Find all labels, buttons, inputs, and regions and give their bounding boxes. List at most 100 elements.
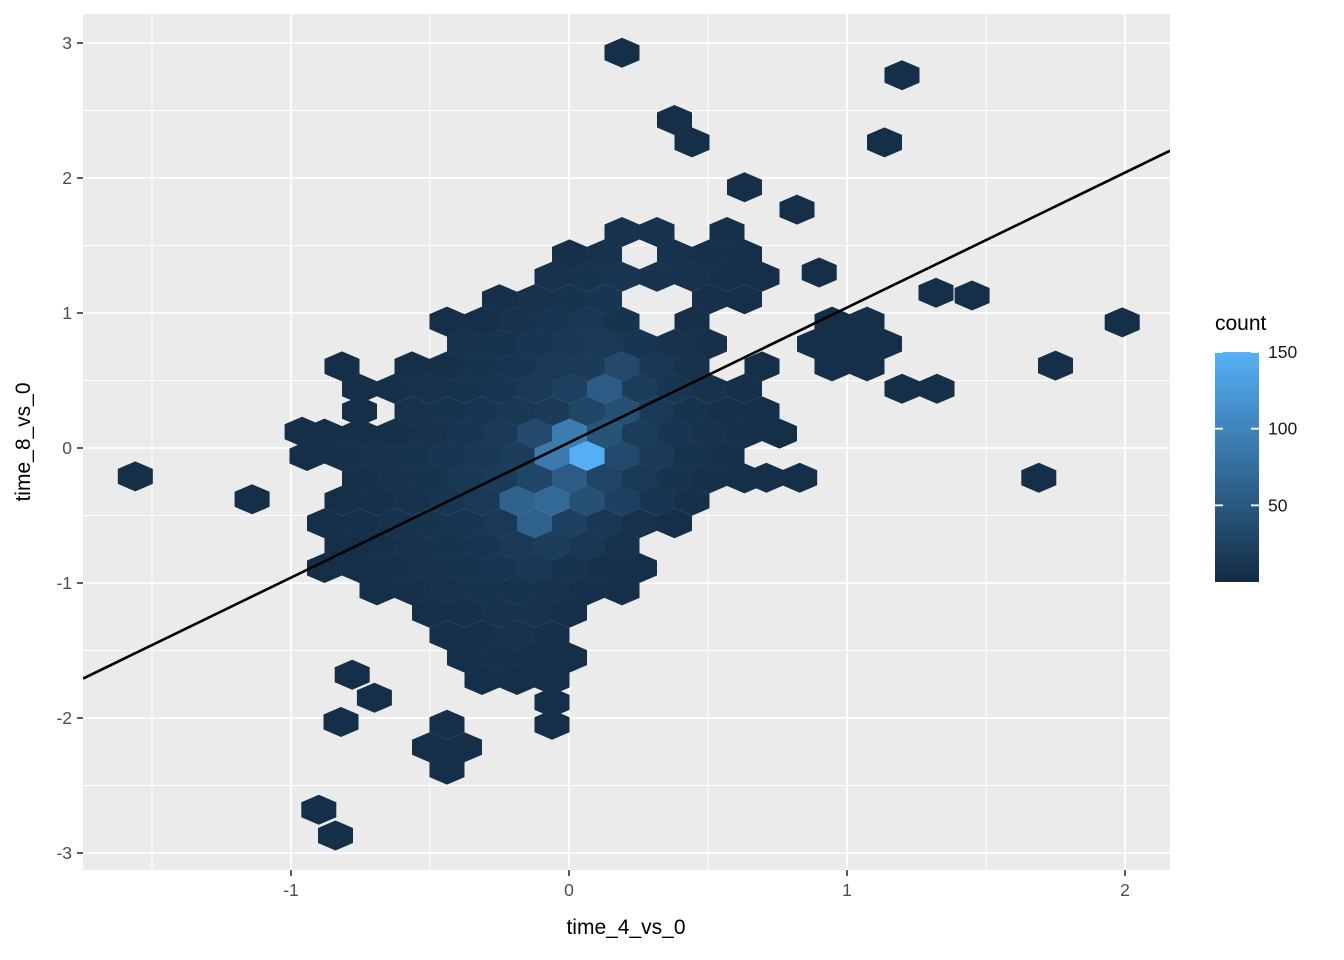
hex-bin	[394, 351, 430, 382]
hex-bin	[727, 418, 762, 449]
hex-bin	[464, 485, 500, 516]
hex-bin	[801, 257, 837, 288]
hex-bin	[552, 553, 587, 583]
hex-bin	[814, 306, 850, 337]
hex-bin	[359, 530, 395, 561]
hex-bin	[517, 553, 552, 583]
hex-bin	[849, 351, 885, 382]
hex-bin	[429, 575, 465, 606]
hex-bin	[377, 553, 412, 583]
hex-bin	[604, 441, 640, 471]
y-axis-title: time_8_vs_0	[12, 382, 35, 501]
hex-bin	[622, 373, 657, 404]
hex-bin	[482, 553, 517, 583]
hex-bin	[639, 261, 675, 292]
hex-bin	[744, 261, 780, 292]
hex-bin	[534, 306, 570, 337]
hex-bin	[429, 306, 465, 337]
hex-bin	[569, 351, 605, 382]
hex-bin	[692, 418, 727, 449]
hex-bin	[284, 416, 320, 447]
hex-bin	[534, 485, 570, 516]
legend-tick-label: 50	[1268, 495, 1288, 515]
hex-bin	[342, 553, 377, 583]
hex-bin	[499, 351, 535, 382]
hex-bin	[429, 754, 465, 785]
hex-bin	[604, 261, 640, 292]
hex-bin	[499, 575, 535, 606]
hex-bin	[552, 508, 587, 539]
hex-bin	[412, 553, 447, 583]
hex-bin	[499, 530, 535, 561]
hex-bin	[569, 575, 605, 606]
hex-bin	[289, 441, 325, 471]
hex-bin	[674, 485, 710, 516]
hex-bin	[447, 732, 482, 763]
hex-bin	[1104, 307, 1140, 338]
hex-bin	[429, 351, 465, 382]
hex-bin	[622, 553, 657, 583]
hex-bin	[604, 217, 640, 247]
hex-bin	[534, 665, 570, 695]
hex-bin	[569, 485, 605, 516]
hex-bin	[324, 530, 360, 561]
hexbin-layer	[117, 37, 1140, 851]
hex-bin	[412, 463, 447, 494]
hex-bin	[692, 373, 727, 404]
y-tick-label: 0	[62, 438, 72, 458]
hex-bin	[782, 462, 818, 493]
hex-bin	[867, 329, 902, 359]
legend-tick-marks	[1215, 351, 1259, 507]
legend-tick-labels: 50 100 150	[1268, 342, 1297, 515]
hex-bin	[552, 284, 587, 315]
hex-bin	[482, 597, 517, 628]
hex-bin	[307, 553, 342, 583]
regression-line-layer	[83, 149, 1170, 680]
hex-bin	[394, 396, 430, 427]
y-tick-label: -2	[56, 708, 72, 728]
hex-bin	[517, 284, 552, 315]
hex-bin	[744, 351, 780, 382]
hex-bin	[832, 329, 867, 359]
hex-bin	[394, 441, 430, 471]
hex-bin	[412, 373, 447, 404]
hex-bin	[499, 665, 535, 695]
hex-bin	[324, 351, 360, 382]
hex-bin	[482, 284, 517, 315]
hex-bin	[377, 463, 412, 494]
hex-bin	[762, 418, 797, 449]
hex-bin	[639, 441, 675, 471]
x-tick-label: 1	[842, 880, 852, 900]
legend-title: count	[1215, 312, 1267, 335]
hex-bin	[604, 485, 640, 516]
hex-bin	[464, 575, 500, 606]
regression-line	[83, 149, 1170, 680]
axis-tick-labels: -1 0 1 2 -3 -2 -1 0 1 2 3	[56, 33, 1129, 900]
hex-bin	[499, 306, 535, 337]
hex-bin	[622, 463, 657, 494]
hex-bin	[447, 642, 482, 673]
hex-bin	[692, 329, 727, 359]
legend: count 50 100 150	[1215, 312, 1297, 582]
hex-bin	[587, 508, 622, 539]
hex-bin	[334, 659, 370, 690]
hex-bin	[552, 418, 587, 449]
hex-bin	[552, 642, 587, 673]
hex-bin	[569, 306, 605, 337]
hex-bin	[552, 329, 587, 359]
y-tick-label: -3	[56, 843, 72, 863]
hex-bin	[534, 261, 570, 292]
hex-bin	[674, 261, 710, 292]
hex-bin	[412, 732, 447, 763]
hex-bin	[499, 485, 535, 516]
hex-bin	[447, 508, 482, 539]
hex-bin	[447, 553, 482, 583]
hex-bin	[622, 418, 657, 449]
hex-bin	[692, 463, 727, 494]
hex-bin	[587, 239, 622, 270]
hex-bin	[814, 351, 850, 382]
hex-bin	[674, 351, 710, 382]
hex-bin	[587, 284, 622, 315]
hex-bin	[552, 239, 587, 270]
hex-bin	[447, 373, 482, 404]
